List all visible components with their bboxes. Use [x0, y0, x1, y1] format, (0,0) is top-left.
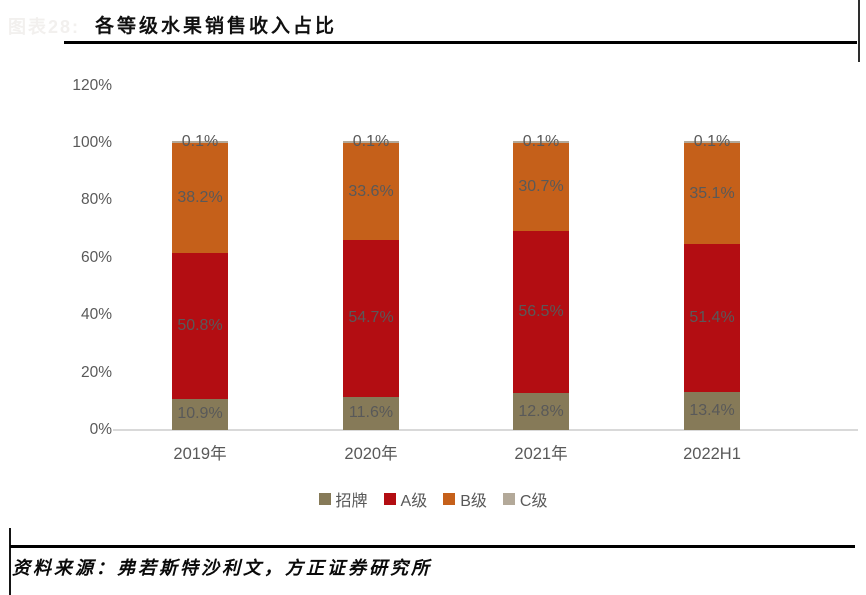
x-axis-category-label: 2021年 — [514, 445, 568, 463]
y-axis-tick-label: 60% — [80, 248, 112, 266]
bar-segment-招牌 — [684, 391, 740, 430]
legend-item-A级: A级 — [383, 487, 428, 511]
bar-segment-C级 — [684, 140, 740, 144]
y-axis-tick-label: 20% — [80, 363, 112, 381]
bar-segment-C级 — [343, 140, 399, 144]
bar-segment-A级 — [684, 244, 740, 392]
bar-segment-A级 — [172, 252, 228, 399]
legend-item-招牌: 招牌 — [318, 487, 368, 511]
data-label-招牌: 12.8% — [518, 402, 564, 420]
data-label-C级: 0.1% — [693, 133, 731, 151]
x-axis-category-label: 2019年 — [173, 445, 227, 463]
bar-segment-B级 — [343, 143, 399, 240]
chart-legend: 招牌 A级 B级 C级 — [0, 487, 866, 511]
bar-segment-C级 — [513, 140, 569, 143]
bar-segment-C级 — [172, 140, 228, 144]
bar-segment-招牌 — [343, 396, 399, 430]
data-label-招牌: 11.6% — [348, 404, 394, 422]
x-axis-category-label: 2020年 — [344, 445, 398, 463]
legend-swatch-icon — [383, 493, 396, 505]
legend-swatch-icon — [443, 493, 456, 505]
data-label-C级: 0.1% — [522, 132, 560, 150]
data-label-B级: 38.2% — [177, 189, 223, 207]
y-axis-tick-label: 120% — [72, 76, 112, 94]
data-label-A级: 51.4% — [689, 308, 735, 326]
data-label-A级: 56.5% — [518, 303, 564, 321]
y-axis-tick-label: 80% — [80, 191, 112, 209]
data-label-A级: 54.7% — [348, 309, 394, 327]
data-label-招牌: 13.4% — [689, 401, 735, 419]
x-axis-category-label: 2022H1 — [683, 445, 741, 463]
data-label-B级: 35.1% — [689, 184, 735, 202]
y-axis-tick-label: 0% — [89, 421, 112, 438]
table-border-right — [858, 0, 860, 62]
data-label-C级: 0.1% — [352, 133, 390, 151]
legend-label: C级 — [519, 493, 548, 510]
bar-segment-B级 — [513, 143, 569, 232]
legend-item-B级: B级 — [443, 487, 487, 511]
source-note: 资料来源：弗若斯特沙利文，方正证券研究所 — [12, 558, 432, 579]
y-axis-tick-label: 40% — [80, 306, 112, 324]
figure-number-label: 图表28: — [8, 17, 81, 37]
x-axis-line — [113, 429, 858, 431]
bar-segment-B级 — [172, 143, 228, 253]
chart-title: 各等级水果销售收入占比 — [95, 16, 338, 37]
y-axis-tick-label: 100% — [72, 134, 112, 151]
legend-label: A级 — [400, 493, 428, 510]
data-label-C级: 0.1% — [181, 133, 219, 151]
legend-swatch-icon — [502, 493, 515, 505]
bar-segment-招牌 — [513, 393, 569, 430]
legend-swatch-icon — [318, 493, 331, 505]
legend-label: B级 — [460, 493, 487, 510]
title-divider — [64, 41, 857, 44]
data-label-B级: 30.7% — [518, 178, 564, 196]
bar-segment-B级 — [684, 143, 740, 245]
legend-label: 招牌 — [335, 493, 368, 510]
bar-segment-招牌 — [172, 398, 228, 430]
bar-segment-A级 — [513, 231, 569, 394]
bar-segment-A级 — [343, 239, 399, 397]
data-label-A级: 50.8% — [177, 316, 223, 334]
table-border-left — [9, 528, 11, 595]
data-label-招牌: 10.9% — [177, 405, 223, 423]
data-label-B级: 33.6% — [348, 182, 394, 200]
footer-divider — [10, 545, 855, 548]
legend-item-C级: C级 — [502, 487, 548, 511]
